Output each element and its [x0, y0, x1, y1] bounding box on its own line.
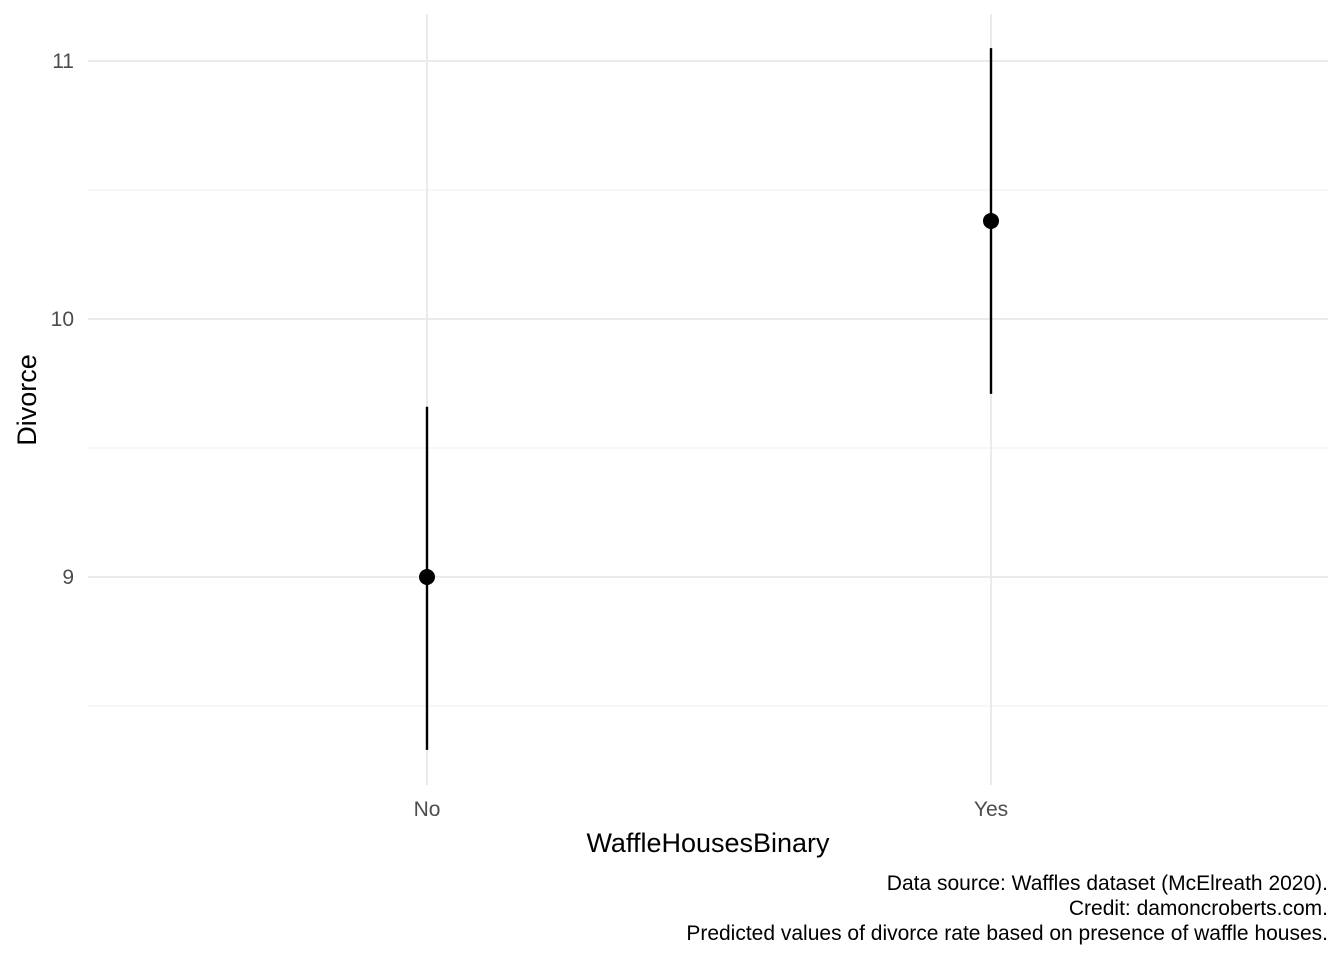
- caption-line-2: Credit: damoncroberts.com.: [1069, 897, 1328, 920]
- caption-line-1: Data source: Waffles dataset (McElreath …: [887, 872, 1328, 895]
- caption-line-3: Predicted values of divorce rate based o…: [686, 922, 1328, 945]
- x-tick-label: No: [414, 798, 441, 821]
- y-tick-label: 10: [51, 308, 74, 331]
- estimate-point: [419, 569, 435, 585]
- x-axis-title: WaffleHousesBinary: [586, 828, 830, 858]
- y-axis-title: Divorce: [12, 354, 42, 446]
- data-marks: [419, 48, 999, 750]
- x-tick-label: Yes: [974, 798, 1008, 821]
- y-tick-label: 9: [62, 566, 74, 589]
- estimate-point: [983, 212, 999, 229]
- y-tick-label: 11: [52, 50, 74, 73]
- x-tick-labels: No Yes: [414, 798, 1009, 821]
- y-tick-labels: 9 10 11: [51, 50, 74, 589]
- grid-layer: [88, 14, 1328, 785]
